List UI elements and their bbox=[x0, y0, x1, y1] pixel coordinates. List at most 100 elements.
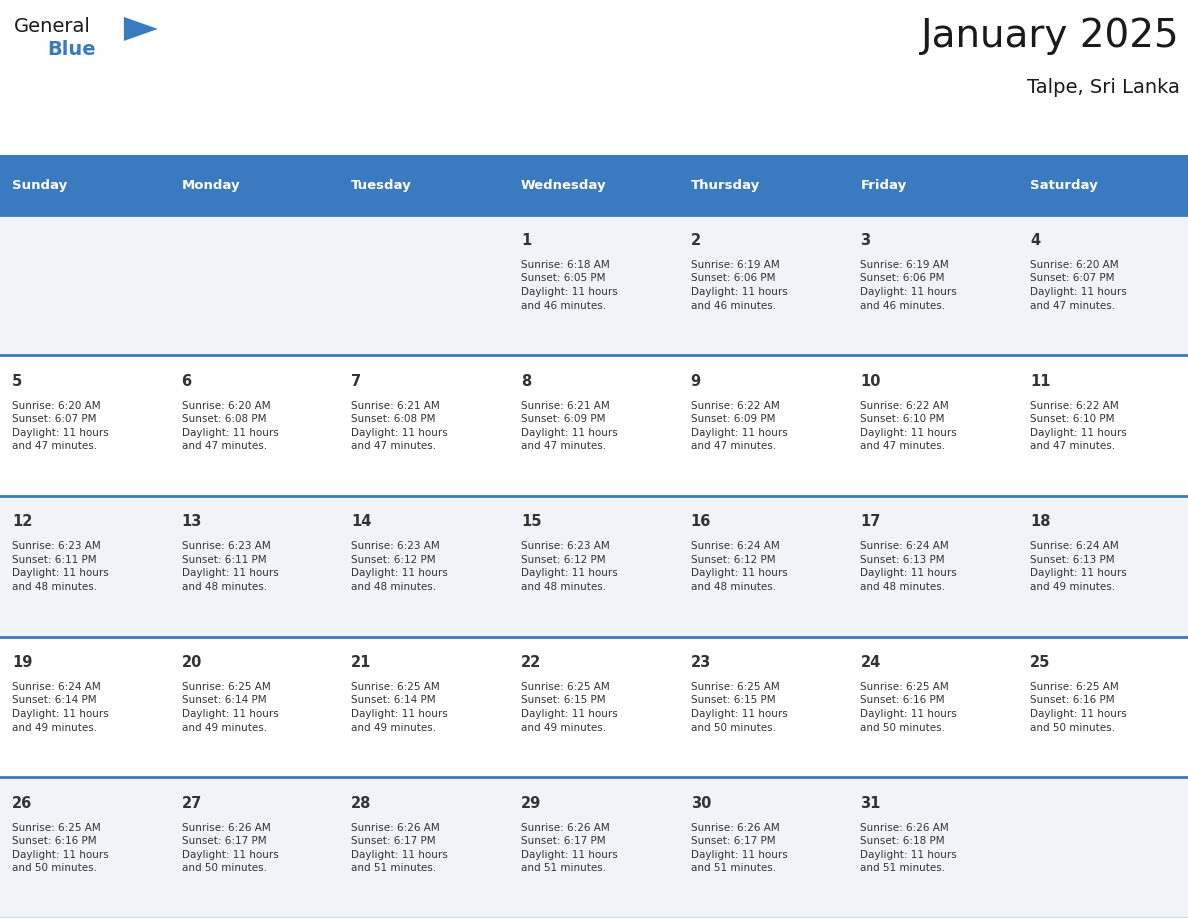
Text: Sunrise: 6:24 AM
Sunset: 6:13 PM
Daylight: 11 hours
and 49 minutes.: Sunrise: 6:24 AM Sunset: 6:13 PM Dayligh… bbox=[1030, 542, 1127, 592]
Text: Wednesday: Wednesday bbox=[522, 178, 607, 192]
Text: Sunrise: 6:20 AM
Sunset: 6:08 PM
Daylight: 11 hours
and 47 minutes.: Sunrise: 6:20 AM Sunset: 6:08 PM Dayligh… bbox=[182, 400, 278, 452]
Text: Sunrise: 6:25 AM
Sunset: 6:15 PM
Daylight: 11 hours
and 49 minutes.: Sunrise: 6:25 AM Sunset: 6:15 PM Dayligh… bbox=[522, 682, 618, 733]
Text: Sunrise: 6:23 AM
Sunset: 6:12 PM
Daylight: 11 hours
and 48 minutes.: Sunrise: 6:23 AM Sunset: 6:12 PM Dayligh… bbox=[352, 542, 448, 592]
Bar bbox=[1018, 215, 1188, 355]
Text: 31: 31 bbox=[860, 796, 880, 811]
Bar bbox=[1018, 778, 1188, 918]
Text: 11: 11 bbox=[1030, 374, 1050, 388]
Bar bbox=[0, 215, 170, 355]
Text: 10: 10 bbox=[860, 374, 881, 388]
Bar bbox=[848, 778, 1018, 918]
Text: 13: 13 bbox=[182, 514, 202, 530]
Text: 3: 3 bbox=[860, 233, 871, 248]
Text: Sunrise: 6:19 AM
Sunset: 6:06 PM
Daylight: 11 hours
and 46 minutes.: Sunrise: 6:19 AM Sunset: 6:06 PM Dayligh… bbox=[860, 260, 958, 310]
Text: Sunrise: 6:19 AM
Sunset: 6:06 PM
Daylight: 11 hours
and 46 minutes.: Sunrise: 6:19 AM Sunset: 6:06 PM Dayligh… bbox=[690, 260, 788, 310]
Text: Monday: Monday bbox=[182, 178, 240, 192]
Text: Tuesday: Tuesday bbox=[352, 178, 412, 192]
Text: Thursday: Thursday bbox=[690, 178, 760, 192]
Bar bbox=[170, 496, 340, 637]
Text: Sunrise: 6:25 AM
Sunset: 6:14 PM
Daylight: 11 hours
and 49 minutes.: Sunrise: 6:25 AM Sunset: 6:14 PM Dayligh… bbox=[182, 682, 278, 733]
Text: 25: 25 bbox=[1030, 655, 1050, 670]
Bar bbox=[510, 355, 678, 496]
Bar bbox=[510, 637, 678, 778]
Text: Sunrise: 6:26 AM
Sunset: 6:17 PM
Daylight: 11 hours
and 50 minutes.: Sunrise: 6:26 AM Sunset: 6:17 PM Dayligh… bbox=[182, 823, 278, 873]
Text: Sunrise: 6:25 AM
Sunset: 6:16 PM
Daylight: 11 hours
and 50 minutes.: Sunrise: 6:25 AM Sunset: 6:16 PM Dayligh… bbox=[12, 823, 108, 873]
Bar bbox=[848, 496, 1018, 637]
Bar bbox=[510, 496, 678, 637]
Text: Sunrise: 6:25 AM
Sunset: 6:16 PM
Daylight: 11 hours
and 50 minutes.: Sunrise: 6:25 AM Sunset: 6:16 PM Dayligh… bbox=[1030, 682, 1127, 733]
Bar bbox=[678, 778, 848, 918]
Bar bbox=[1018, 637, 1188, 778]
Text: Sunrise: 6:24 AM
Sunset: 6:14 PM
Daylight: 11 hours
and 49 minutes.: Sunrise: 6:24 AM Sunset: 6:14 PM Dayligh… bbox=[12, 682, 108, 733]
Text: Sunrise: 6:18 AM
Sunset: 6:05 PM
Daylight: 11 hours
and 46 minutes.: Sunrise: 6:18 AM Sunset: 6:05 PM Dayligh… bbox=[522, 260, 618, 310]
Bar bbox=[340, 155, 510, 215]
Text: 20: 20 bbox=[182, 655, 202, 670]
Bar bbox=[0, 155, 170, 215]
Bar bbox=[340, 355, 510, 496]
Text: 27: 27 bbox=[182, 796, 202, 811]
Text: Sunrise: 6:23 AM
Sunset: 6:11 PM
Daylight: 11 hours
and 48 minutes.: Sunrise: 6:23 AM Sunset: 6:11 PM Dayligh… bbox=[182, 542, 278, 592]
Text: 8: 8 bbox=[522, 374, 531, 388]
Text: 17: 17 bbox=[860, 514, 880, 530]
Text: 15: 15 bbox=[522, 514, 542, 530]
Text: 22: 22 bbox=[522, 655, 542, 670]
Bar bbox=[340, 778, 510, 918]
Bar bbox=[678, 215, 848, 355]
Text: 29: 29 bbox=[522, 796, 542, 811]
Text: 4: 4 bbox=[1030, 233, 1041, 248]
Text: Sunrise: 6:24 AM
Sunset: 6:12 PM
Daylight: 11 hours
and 48 minutes.: Sunrise: 6:24 AM Sunset: 6:12 PM Dayligh… bbox=[690, 542, 788, 592]
Bar bbox=[678, 355, 848, 496]
Text: 23: 23 bbox=[690, 655, 710, 670]
Text: 28: 28 bbox=[352, 796, 372, 811]
Bar bbox=[510, 778, 678, 918]
Bar bbox=[1018, 355, 1188, 496]
Bar bbox=[0, 637, 170, 778]
Text: Sunrise: 6:21 AM
Sunset: 6:09 PM
Daylight: 11 hours
and 47 minutes.: Sunrise: 6:21 AM Sunset: 6:09 PM Dayligh… bbox=[522, 400, 618, 452]
Bar bbox=[848, 637, 1018, 778]
Text: 18: 18 bbox=[1030, 514, 1050, 530]
Text: 26: 26 bbox=[12, 796, 32, 811]
Bar bbox=[340, 637, 510, 778]
Bar bbox=[340, 496, 510, 637]
Bar bbox=[170, 637, 340, 778]
Text: 24: 24 bbox=[860, 655, 880, 670]
Text: Sunrise: 6:22 AM
Sunset: 6:10 PM
Daylight: 11 hours
and 47 minutes.: Sunrise: 6:22 AM Sunset: 6:10 PM Dayligh… bbox=[860, 400, 958, 452]
Bar bbox=[848, 155, 1018, 215]
Bar bbox=[170, 355, 340, 496]
Bar bbox=[0, 355, 170, 496]
Text: Sunrise: 6:22 AM
Sunset: 6:10 PM
Daylight: 11 hours
and 47 minutes.: Sunrise: 6:22 AM Sunset: 6:10 PM Dayligh… bbox=[1030, 400, 1127, 452]
Bar bbox=[1018, 155, 1188, 215]
Text: Sunday: Sunday bbox=[12, 178, 68, 192]
Text: Sunrise: 6:25 AM
Sunset: 6:15 PM
Daylight: 11 hours
and 50 minutes.: Sunrise: 6:25 AM Sunset: 6:15 PM Dayligh… bbox=[690, 682, 788, 733]
Text: 6: 6 bbox=[182, 374, 191, 388]
Text: 21: 21 bbox=[352, 655, 372, 670]
Bar bbox=[170, 155, 340, 215]
Text: 16: 16 bbox=[690, 514, 712, 530]
Text: Sunrise: 6:23 AM
Sunset: 6:12 PM
Daylight: 11 hours
and 48 minutes.: Sunrise: 6:23 AM Sunset: 6:12 PM Dayligh… bbox=[522, 542, 618, 592]
Text: Sunrise: 6:26 AM
Sunset: 6:17 PM
Daylight: 11 hours
and 51 minutes.: Sunrise: 6:26 AM Sunset: 6:17 PM Dayligh… bbox=[690, 823, 788, 873]
Text: 7: 7 bbox=[352, 374, 361, 388]
Text: 2: 2 bbox=[690, 233, 701, 248]
Bar bbox=[1018, 496, 1188, 637]
Text: Blue: Blue bbox=[48, 40, 96, 60]
Polygon shape bbox=[124, 17, 158, 41]
Bar bbox=[0, 778, 170, 918]
Text: Sunrise: 6:20 AM
Sunset: 6:07 PM
Daylight: 11 hours
and 47 minutes.: Sunrise: 6:20 AM Sunset: 6:07 PM Dayligh… bbox=[12, 400, 108, 452]
Text: Sunrise: 6:24 AM
Sunset: 6:13 PM
Daylight: 11 hours
and 48 minutes.: Sunrise: 6:24 AM Sunset: 6:13 PM Dayligh… bbox=[860, 542, 958, 592]
Text: Sunrise: 6:25 AM
Sunset: 6:16 PM
Daylight: 11 hours
and 50 minutes.: Sunrise: 6:25 AM Sunset: 6:16 PM Dayligh… bbox=[860, 682, 958, 733]
Text: 14: 14 bbox=[352, 514, 372, 530]
Bar bbox=[510, 215, 678, 355]
Bar bbox=[848, 215, 1018, 355]
Text: 12: 12 bbox=[12, 514, 32, 530]
Text: Friday: Friday bbox=[860, 178, 906, 192]
Text: 1: 1 bbox=[522, 233, 531, 248]
Text: Sunrise: 6:26 AM
Sunset: 6:18 PM
Daylight: 11 hours
and 51 minutes.: Sunrise: 6:26 AM Sunset: 6:18 PM Dayligh… bbox=[860, 823, 958, 873]
Bar bbox=[848, 355, 1018, 496]
Bar bbox=[0, 496, 170, 637]
Text: January 2025: January 2025 bbox=[921, 17, 1180, 55]
Text: 5: 5 bbox=[12, 374, 23, 388]
Bar bbox=[678, 496, 848, 637]
Bar bbox=[510, 155, 678, 215]
Text: General: General bbox=[13, 17, 90, 36]
Text: Sunrise: 6:22 AM
Sunset: 6:09 PM
Daylight: 11 hours
and 47 minutes.: Sunrise: 6:22 AM Sunset: 6:09 PM Dayligh… bbox=[690, 400, 788, 452]
